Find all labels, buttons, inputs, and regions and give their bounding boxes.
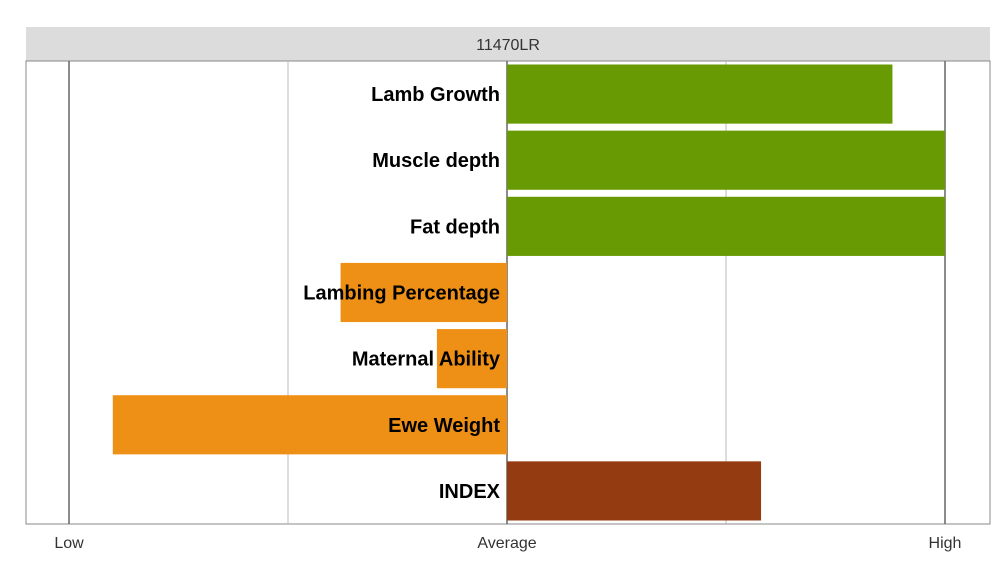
bar-label: Lambing Percentage [303, 283, 500, 305]
bar [507, 130, 945, 190]
bar-labels: Lamb Growth Muscle depth Fat depth Lambing … [303, 84, 501, 503]
bar-label: Maternal Ability [352, 349, 501, 371]
bar-label: Fat depth [410, 216, 500, 238]
bar-label: Ewe Weight [388, 415, 500, 437]
x-tick-label: High [929, 535, 962, 552]
x-axis-ticks: Low Average High [54, 535, 961, 552]
x-tick-label: Average [477, 535, 536, 552]
plot-area [25, 60, 991, 525]
bars [112, 64, 945, 521]
bar-label: Muscle depth [372, 150, 500, 172]
chart-title: 11470LR [476, 37, 540, 54]
bar [340, 262, 507, 323]
bar [112, 395, 508, 455]
bar-label: Lamb Growth [371, 84, 500, 106]
bar [507, 64, 893, 124]
title-band [26, 27, 990, 61]
x-tick-label: Low [54, 535, 84, 552]
bar [507, 461, 762, 521]
bar [436, 329, 507, 389]
bar [507, 196, 945, 256]
bar-label: INDEX [439, 481, 501, 503]
